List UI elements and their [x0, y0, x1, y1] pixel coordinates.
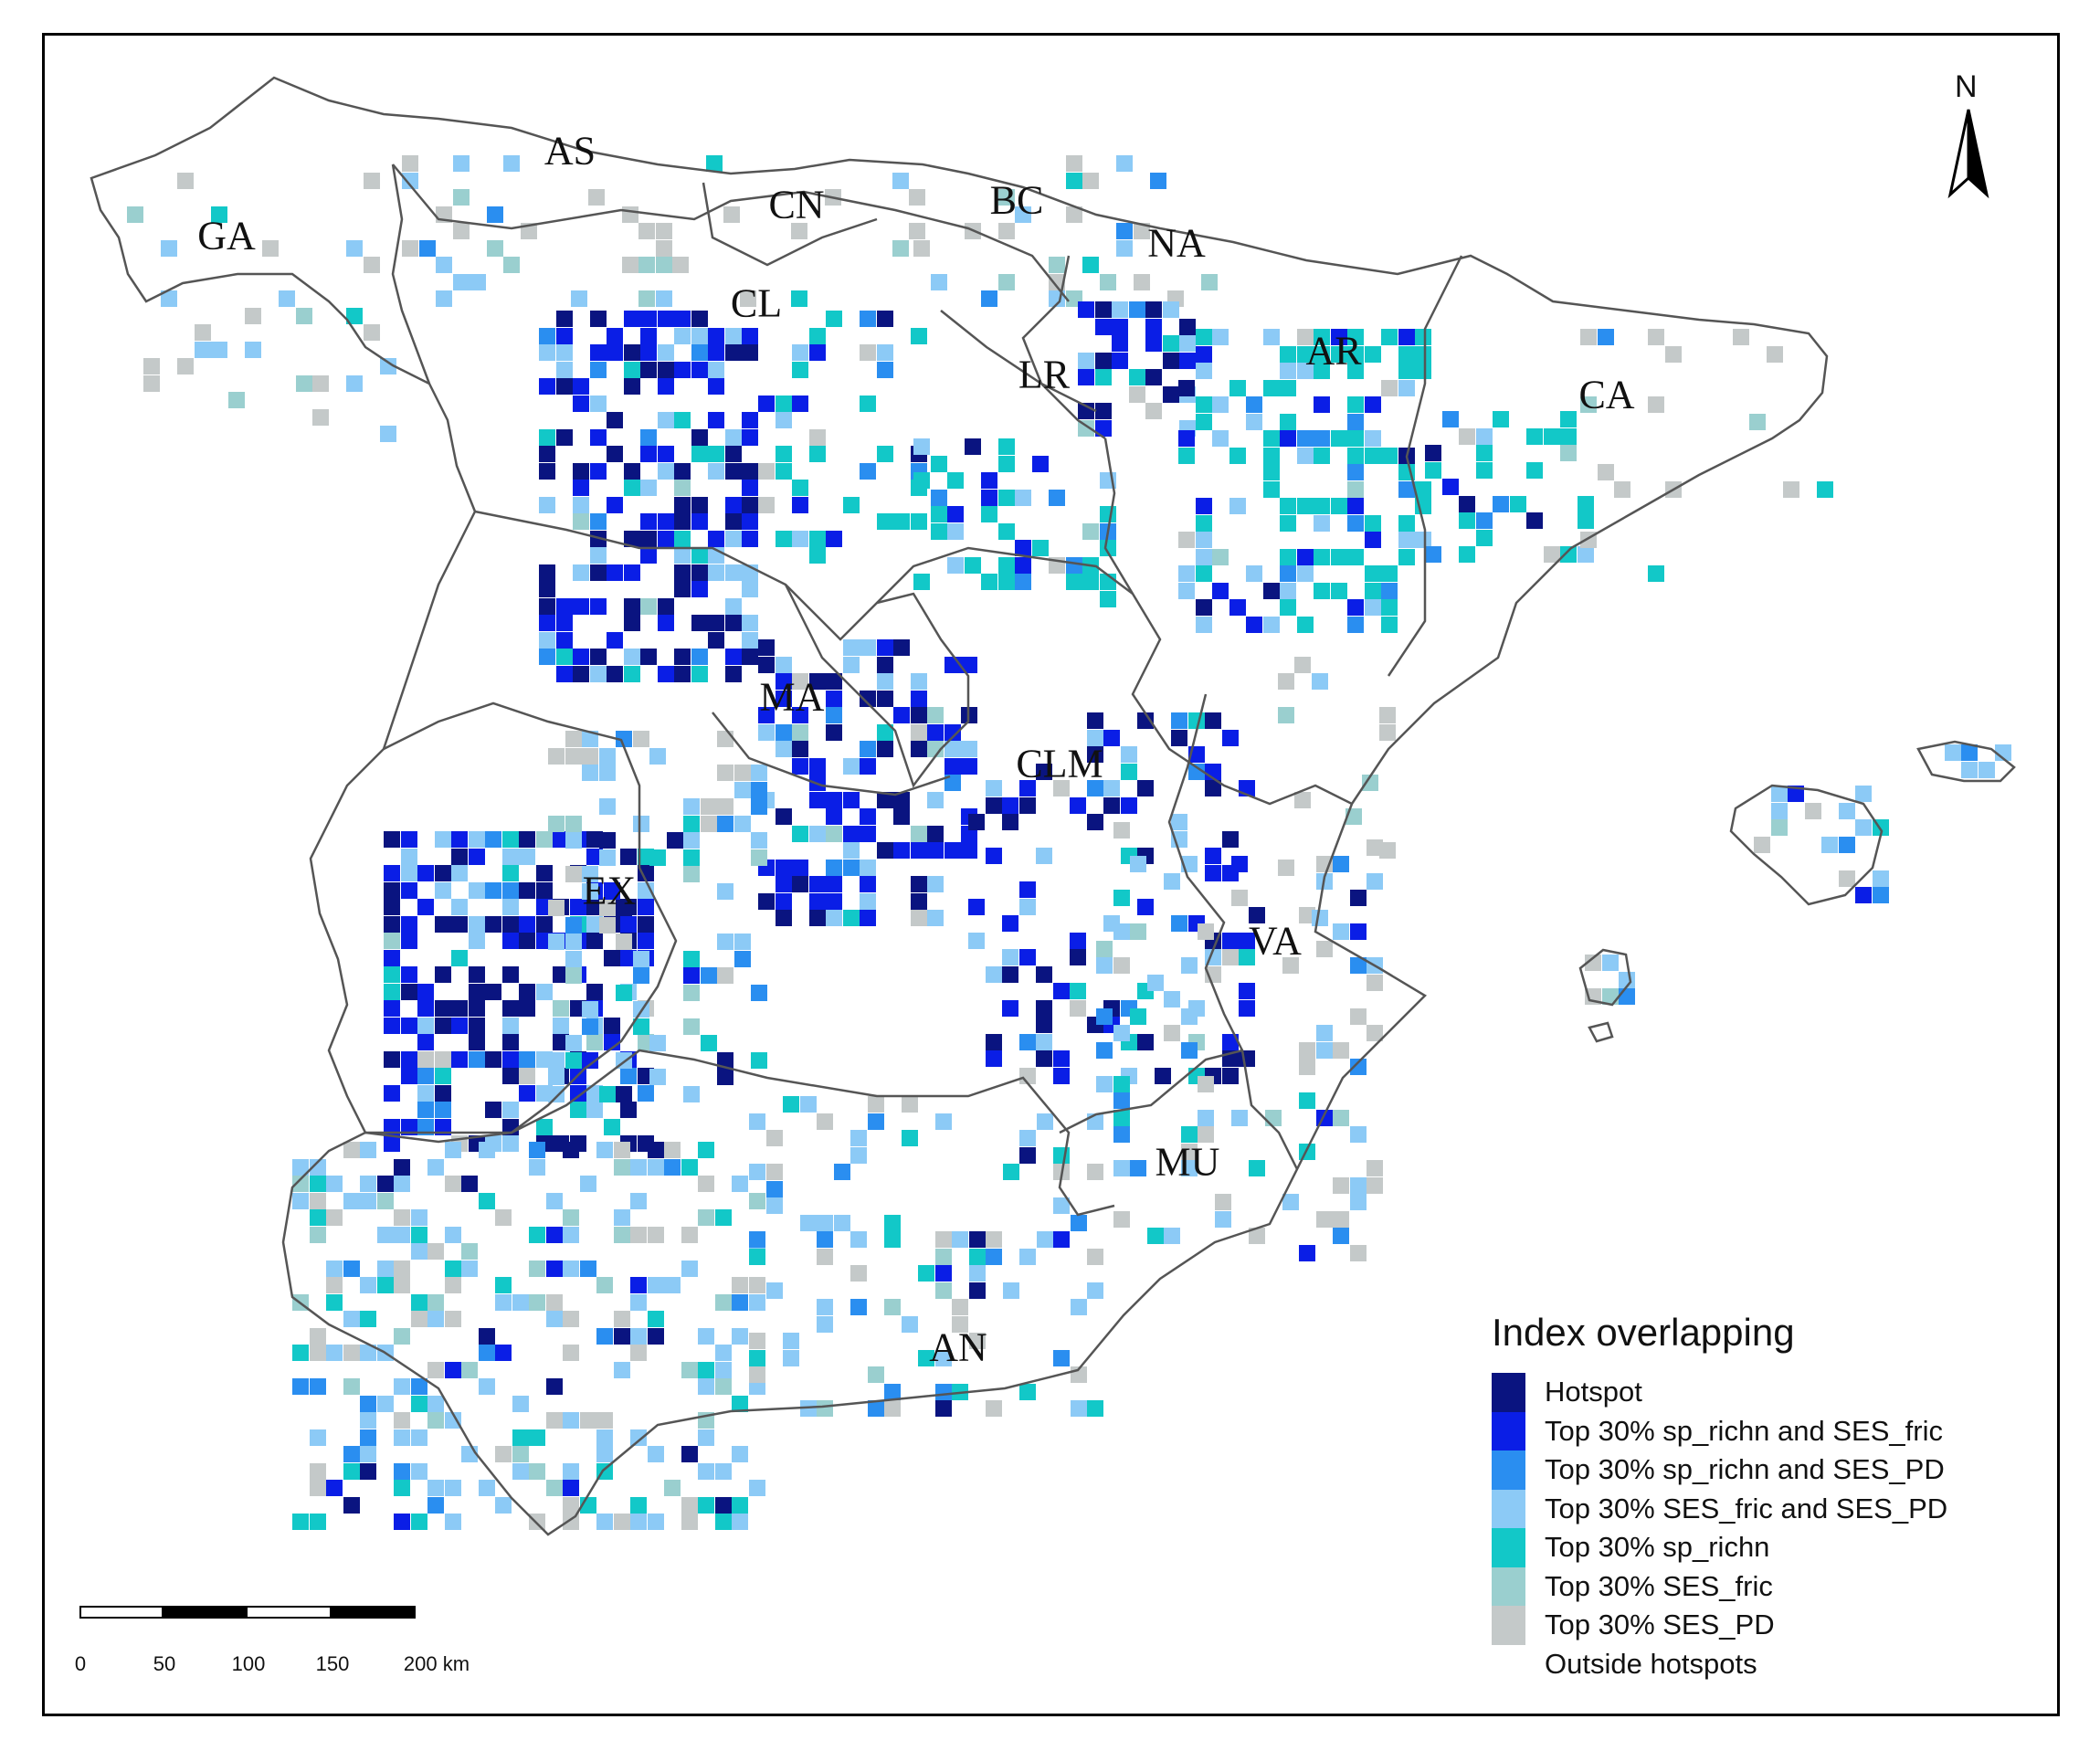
- scale-bar: [79, 1606, 416, 1619]
- legend-swatch: [1492, 1411, 1525, 1450]
- region-label-va: VA: [1249, 918, 1302, 964]
- boundary-galicia: [391, 163, 431, 385]
- boundary-murcia: [1059, 1049, 1299, 1170]
- legend-swatch: [1492, 1489, 1525, 1528]
- region-label-ma: MA: [759, 674, 825, 720]
- map-frame: [42, 33, 2060, 1716]
- legend-title: Index overlapping: [1492, 1311, 1795, 1354]
- legend-swatch: [1492, 1566, 1525, 1606]
- legend-swatch: [1492, 1450, 1525, 1490]
- boundary-cantabria: [702, 182, 878, 267]
- north-arrow-icon: [1947, 109, 1989, 199]
- legend-label: Top 30% sp_richn and SES_fric: [1545, 1414, 1943, 1447]
- legend-label: Top 30% SES_fric: [1545, 1569, 1773, 1602]
- legend-label: Top 30% SES_fric and SES_PD: [1545, 1492, 1948, 1524]
- legend-item-richn-pd: Top 30% sp_richn and SES_PD: [1492, 1450, 1945, 1490]
- ibiza-outline: [1578, 948, 1632, 1007]
- legend-item-richn-fric: Top 30% sp_richn and SES_fric: [1492, 1411, 1943, 1450]
- boundary-aragon-west: [1103, 438, 1353, 806]
- legend: Index overlapping Hotspot Top 30% sp_ric…: [1492, 1311, 1947, 1683]
- region-boundaries: [90, 76, 2016, 1536]
- legend-label: Top 30% sp_richn and SES_PD: [1545, 1453, 1945, 1485]
- legend-item-fric-pd: Top 30% SES_fric and SES_PD: [1492, 1489, 1947, 1528]
- legend-item-outside: Outside hotspots: [1492, 1644, 1795, 1683]
- region-label-ex: EX: [582, 868, 637, 913]
- north-label: N: [1955, 69, 1978, 104]
- boundary-clm-north: [712, 712, 951, 796]
- region-label-clm: CLM: [1016, 741, 1103, 786]
- region-label-na: NA: [1147, 220, 1206, 266]
- legend-swatch: [1492, 1606, 1525, 1645]
- region-label-as: AS: [543, 128, 596, 174]
- scale-tick-200: 200 km: [403, 1652, 470, 1675]
- region-label-ca: CA: [1578, 372, 1635, 417]
- legend-swatch: [1492, 1373, 1525, 1412]
- legend-label: Top 30% sp_richn: [1545, 1531, 1770, 1563]
- scale-tick-0: 0: [74, 1652, 87, 1675]
- region-label-an: AN: [929, 1324, 987, 1370]
- spain-mainland-outline: [90, 76, 1829, 1536]
- region-label-ar: AR: [1305, 328, 1362, 374]
- boundary-larioja: [940, 310, 1106, 440]
- legend-item-richn: Top 30% sp_richn: [1492, 1528, 1795, 1567]
- region-label-cl: CL: [730, 280, 783, 326]
- region-label-ga: GA: [197, 213, 256, 258]
- boundary-aragon-catalonia: [1387, 255, 1463, 677]
- region-label-mu: MU: [1155, 1139, 1220, 1185]
- region-label-lr: LR: [1018, 352, 1071, 397]
- legend-item-fric: Top 30% SES_fric: [1492, 1566, 1795, 1606]
- legend-item-hotspot: Hotspot: [1492, 1373, 1795, 1412]
- boundary-castilla: [474, 510, 1134, 641]
- boundary-andalucia: [364, 1049, 1115, 1217]
- region-label-cn: CN: [768, 182, 825, 227]
- boundary-north: [392, 163, 1070, 302]
- boundary-extremadura: [365, 701, 678, 1134]
- boundary-navarra: [1021, 255, 1097, 413]
- legend-label: Hotspot: [1545, 1376, 1642, 1408]
- region-label-bc: BC: [989, 177, 1044, 223]
- mallorca-outline: [1729, 784, 1884, 906]
- legend-label: Outside hotspots: [1545, 1647, 1757, 1680]
- legend-swatch: [1492, 1644, 1525, 1683]
- menorca-outline: [1916, 740, 2016, 783]
- boundary-madrid: [784, 584, 970, 788]
- formentera-outline: [1588, 1021, 1614, 1043]
- legend-swatch: [1492, 1528, 1525, 1567]
- scale-tick-50: 50: [153, 1652, 176, 1675]
- legend-label: Top 30% SES_PD: [1545, 1609, 1775, 1640]
- boundary-valencia: [1167, 693, 1244, 1051]
- scale-tick-100: 100: [231, 1652, 266, 1675]
- scale-tick-150: 150: [315, 1652, 350, 1675]
- grid-cells: [127, 155, 2011, 1530]
- legend-item-pd: Top 30% SES_PD: [1492, 1606, 1795, 1645]
